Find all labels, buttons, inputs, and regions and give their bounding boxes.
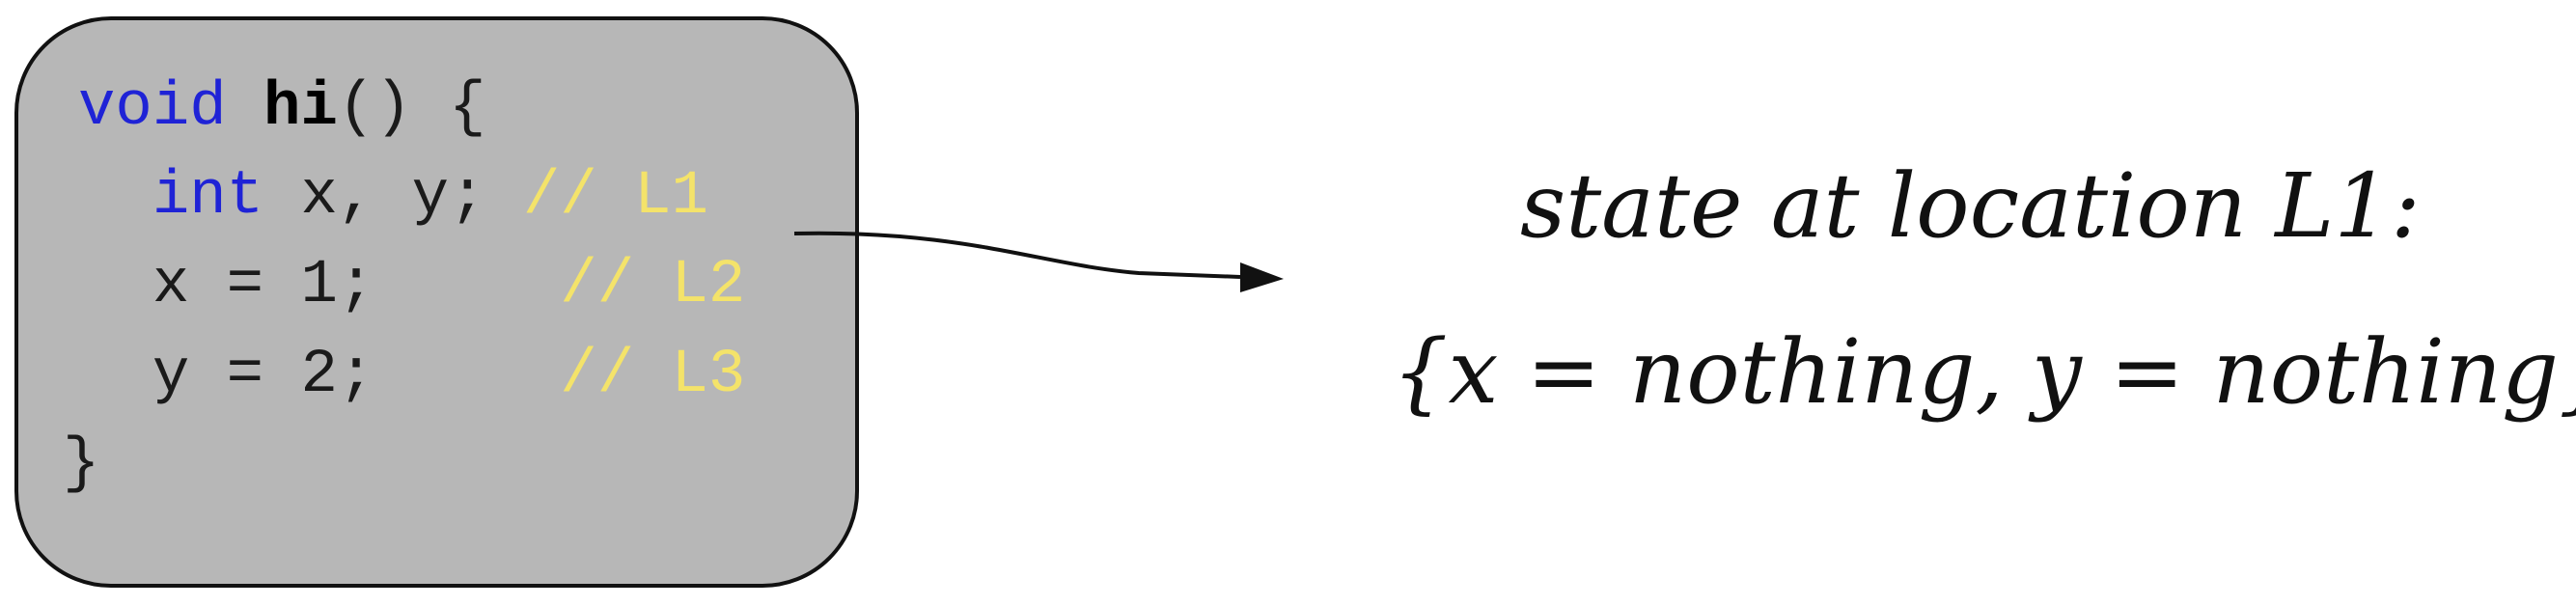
comment-l2: // L2 <box>560 251 746 320</box>
function-signature-rest: () { <box>337 73 486 143</box>
keyword-void: void <box>78 73 227 143</box>
code-line-2: int x, y; // L1 <box>78 151 708 243</box>
assignment-x: x = 1; <box>78 251 561 320</box>
code-line-1: void hi() { <box>78 62 485 154</box>
closing-brace: } <box>63 429 100 499</box>
comment-l1: // L1 <box>522 162 708 232</box>
code-line-3: x = 1; // L2 <box>78 239 746 332</box>
function-name: hi <box>263 73 338 143</box>
annotation-line-1: state at location L1: <box>1520 154 2421 258</box>
assignment-y: y = 2; <box>78 341 561 410</box>
code-line-4: y = 2; // L3 <box>78 329 746 422</box>
annotation-line-2: {x = nothing, y = nothing} <box>1392 320 2576 424</box>
arrow-line <box>793 231 1241 279</box>
comment-l3: // L3 <box>560 341 746 410</box>
code-block: void hi() { int x, y; // L1 x = 1; // L2… <box>14 16 859 588</box>
arrowhead-icon <box>1240 262 1284 292</box>
code-line-5: } <box>63 418 99 510</box>
declaration-text: x, y; <box>263 162 523 232</box>
keyword-int: int <box>152 162 264 232</box>
